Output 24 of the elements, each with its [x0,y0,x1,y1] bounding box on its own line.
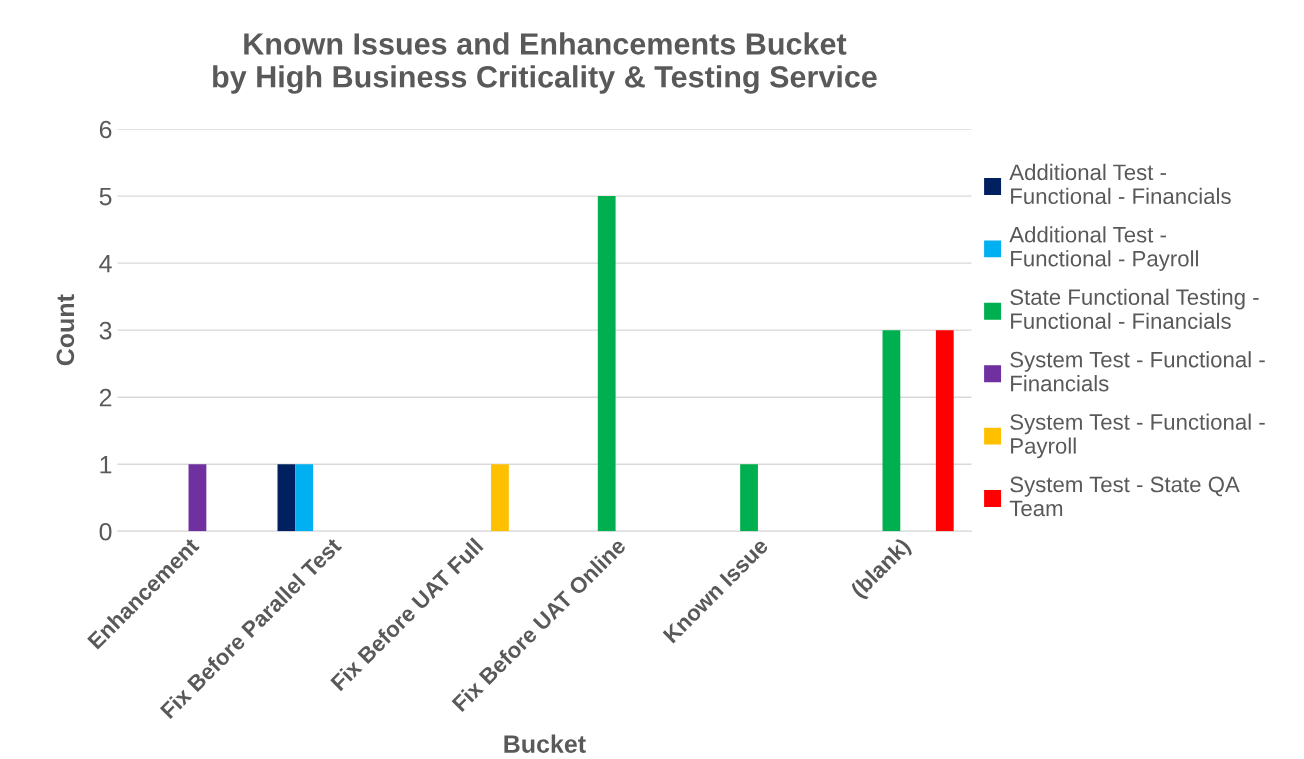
y-tick-label: 6 [99,120,112,139]
y-tick-label: 1 [100,456,112,474]
bar [597,196,616,532]
y-tick-label: 0 [99,522,112,541]
chart-title: Known Issues and Enhancements Bucket by High Business Criticality & Testing Service [213,32,877,94]
bar [188,464,207,532]
legend-label: Additional Test - Functional - Payroll [1009,226,1198,271]
y-tick-label: 4 [99,254,112,273]
bar [277,464,296,532]
bar [740,464,758,532]
legend-label: System Test - State QA Team [1009,476,1240,517]
legend-label: Additional Test - Functional - Financials [1009,163,1231,205]
bar [295,464,314,532]
bar [882,330,901,532]
y-tick-label: 2 [99,388,112,407]
bar [491,464,509,532]
y-tick-label: 3 [99,321,112,340]
legend-label: System Test - Functional - Payroll [1010,413,1265,459]
y-axis-title: Count [56,294,75,366]
bar [935,330,954,532]
x-axis-title: Bucket [504,734,586,753]
y-tick-label: 5 [99,187,112,206]
legend-label: System Test - Functional - Financials [1010,351,1265,392]
legend-label: State Functional Testing - Functional - Financials [1010,288,1259,329]
